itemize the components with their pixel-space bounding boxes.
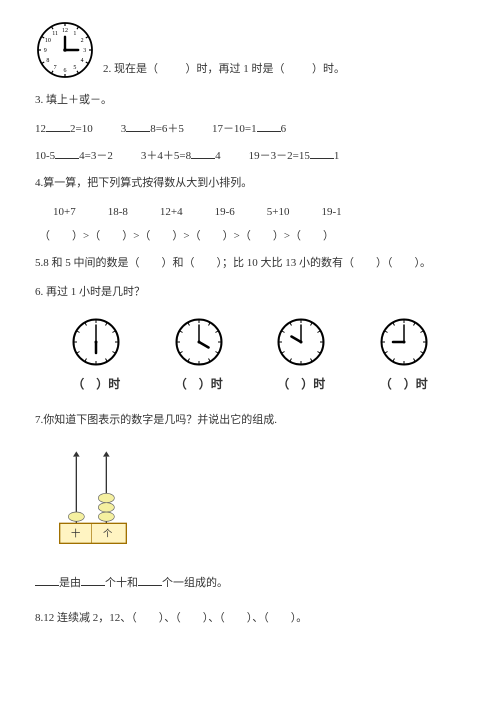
clock-small-1 xyxy=(71,317,121,367)
question-5: 5.8 和 5 中间的数是（ ）和（ ）；比 10 大比 13 小的数有（ ）（… xyxy=(35,253,465,274)
svg-text:8: 8 xyxy=(46,58,49,64)
svg-text:10: 10 xyxy=(45,38,51,44)
clock-3-oclock: 12 12 3 456 78 9 1011 xyxy=(35,20,95,80)
svg-text:6: 6 xyxy=(64,68,67,74)
q2-num: 2. xyxy=(103,63,111,75)
abacus-left-label: 十 xyxy=(71,527,80,539)
question-8: 8.12 连续减 2，12、（ ）、（ ）、（ ）、（ ）。 xyxy=(35,608,465,629)
q3-line1: 122=10 38=6＋5 17－10=16 xyxy=(35,119,465,140)
q6-clocks: （ ）时 （ ）时 （ ）时 （ ）时 xyxy=(35,317,465,396)
q4-ordering: （ ）>（ ）>（ ）>（ ）>（ ）>（ ） xyxy=(39,226,465,247)
abacus-figure: 十 个 xyxy=(53,445,465,563)
clock-small-3 xyxy=(276,317,326,367)
svg-text:2: 2 xyxy=(81,38,84,44)
svg-text:5: 5 xyxy=(73,65,76,71)
svg-text:7: 7 xyxy=(54,65,57,71)
clock-label-2: （ ）时 xyxy=(174,373,224,396)
clock-wrap-3: （ ）时 xyxy=(276,317,326,396)
question-3-title: 3. 填上＋或－。 xyxy=(35,90,465,111)
question-6-title: 6. 再过 1 小时是几时？ xyxy=(35,282,465,303)
clock-label-4: （ ）时 xyxy=(379,373,429,396)
q7-sentence: 是由个十和个一组成的。 xyxy=(35,573,465,594)
clock-small-4 xyxy=(379,317,429,367)
clock-label-3: （ ）时 xyxy=(276,373,326,396)
svg-text:11: 11 xyxy=(52,31,58,37)
q3-line2: 10-54=3－2 3＋4＋5=84 19－3－2=151 xyxy=(35,146,465,167)
abacus-svg: 十 个 xyxy=(53,445,133,555)
abacus-right-label: 个 xyxy=(103,528,113,539)
q2-text: 2. 现在是（ ）时，再过 1 时是（ ）时。 xyxy=(103,59,345,80)
svg-text:3: 3 xyxy=(83,48,86,54)
clock-small-2 xyxy=(174,317,224,367)
q4-expressions: 10+7 18-8 12+4 19-6 5+10 19-1 xyxy=(53,202,465,223)
svg-text:9: 9 xyxy=(44,48,47,54)
clock-label-1: （ ）时 xyxy=(71,373,121,396)
svg-text:4: 4 xyxy=(81,58,84,64)
clock-wrap-2: （ ）时 xyxy=(174,317,224,396)
clock-wrap-1: （ ）时 xyxy=(71,317,121,396)
clock-wrap-4: （ ）时 xyxy=(379,317,429,396)
question-4-title: 4.算一算，把下列算式按得数从大到小排列。 xyxy=(35,173,465,194)
question-2: 12 12 3 456 78 9 1011 2. 现在是（ ）时，再过 1 时是（ ）时。 xyxy=(35,20,465,80)
svg-text:12: 12 xyxy=(62,28,68,34)
svg-text:1: 1 xyxy=(73,31,76,37)
question-7-title: 7.你知道下图表示的数字是几吗？并说出它的组成. xyxy=(35,410,465,431)
